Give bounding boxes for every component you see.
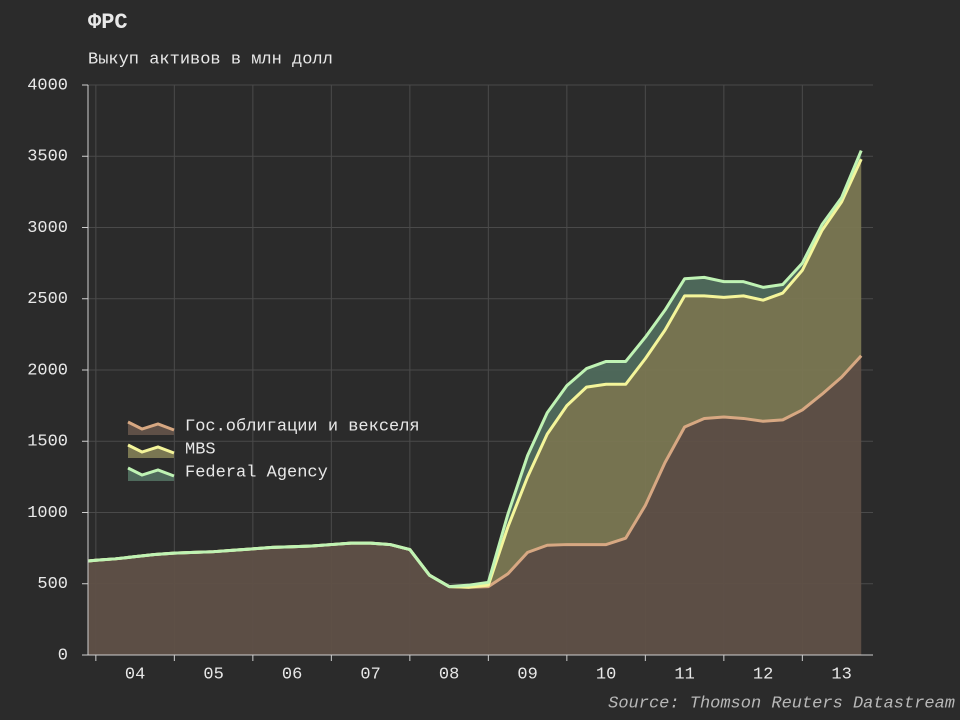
legend-swatch (128, 445, 174, 458)
chart-subtitle: Выкуп активов в млн долл (88, 50, 333, 69)
series-line (87, 149, 863, 589)
y-tick-label: 2000 (27, 361, 68, 380)
x-tick-label: 11 (674, 665, 694, 684)
legend-label: MBS (185, 440, 216, 459)
y-tick-label: 500 (37, 575, 68, 594)
source: Source: Thomson Reuters Datastream (608, 694, 955, 713)
x-tick-label: 12 (753, 665, 773, 684)
x-tick-label: 08 (439, 665, 459, 684)
y-tick-label: 4000 (27, 76, 68, 95)
y-tick-label: 0 (58, 646, 68, 665)
y-tick-label: 3000 (27, 219, 68, 238)
plot-area (87, 149, 863, 655)
x-tick-label: 09 (517, 665, 537, 684)
x-tick-label: 10 (596, 665, 616, 684)
y-tick-label: 3500 (27, 148, 68, 167)
y-tick-label: 1000 (27, 504, 68, 523)
x-tick-label: 06 (282, 665, 302, 684)
legend: Гос.облигации и векселя MBS Federal Agency (127, 417, 420, 482)
x-tick-label: 13 (831, 665, 851, 684)
x-tick-label: 04 (125, 665, 145, 684)
x-tick-label: 07 (360, 665, 380, 684)
legend-line (127, 443, 175, 455)
x-tick-label: 05 (203, 665, 223, 684)
legend-swatch (128, 468, 174, 481)
legend-line (127, 420, 175, 432)
axes: 0 500 1000 1500 2000 2500 3000 3500 4000 04 05 06 07… (27, 76, 873, 684)
y-tick-label: 2500 (27, 290, 68, 309)
legend-label: Federal Agency (185, 463, 328, 482)
legend-line (127, 466, 175, 478)
legend-swatch (128, 422, 174, 435)
area (88, 159, 862, 588)
area (88, 355, 862, 655)
y-tick-label: 1500 (27, 433, 68, 452)
chart-title: ФРС (88, 10, 128, 35)
legend-label: Гос.облигации и векселя (185, 417, 420, 436)
